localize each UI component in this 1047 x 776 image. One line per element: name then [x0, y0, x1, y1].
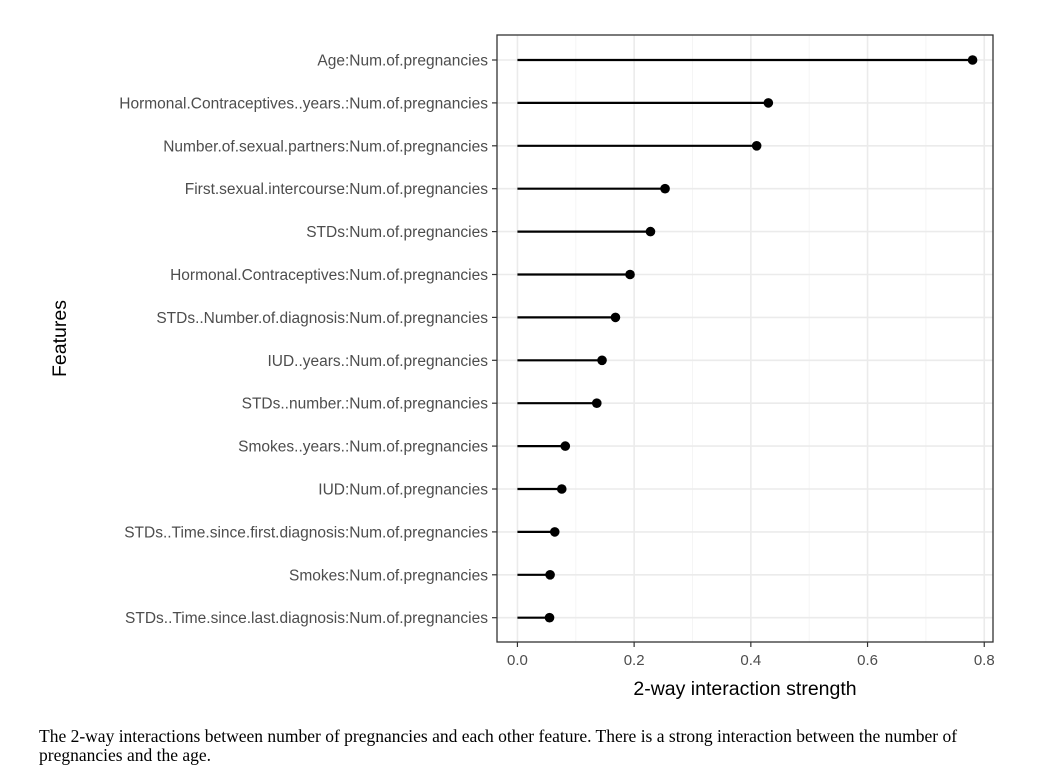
lollipop-point: [610, 312, 621, 323]
y-tick-label: IUD:Num.of.pregnancies: [318, 482, 488, 499]
y-tick-label: Smokes..years.:Num.of.pregnancies: [238, 439, 488, 456]
lollipop-point: [591, 398, 602, 409]
x-tick-label: 0.6: [857, 652, 878, 669]
lollipop-point: [560, 441, 571, 451]
x-tick-label: 0.0: [507, 652, 528, 669]
y-tick-label: Age:Num.of.pregnancies: [317, 53, 488, 70]
lollipop-marks: [517, 55, 978, 623]
y-tick-label: STDs..number.:Num.of.pregnancies: [242, 396, 489, 413]
y-tick-label: Number.of.sexual.partners:Num.of.pregnan…: [163, 138, 488, 155]
x-tick-label: 0.8: [974, 652, 995, 669]
axes: 0.0 0.2 0.4 0.6 0.8 Age:Num.of.pregnancies Hor…: [119, 53, 994, 670]
y-axis-title: Features: [49, 300, 71, 377]
panel-border: [496, 34, 994, 643]
y-tick-label: STDs..Time.since.first.diagnosis:Num.of.…: [124, 524, 488, 541]
y-tick-label: STDs..Number.of.diagnosis:Num.of.pregnan…: [156, 310, 488, 327]
lollipop-point: [751, 141, 762, 151]
y-tick-label: Hormonal.Contraceptives..years.:Num.of.p…: [119, 95, 488, 112]
y-tick-label: Smokes:Num.of.pregnancies: [289, 567, 488, 584]
interaction-strength-chart: 0.0 0.2 0.4 0.6 0.8 Age:Num.of.pregnancies Hor…: [49, 34, 995, 700]
y-tick-label: STDs:Num.of.pregnancies: [306, 224, 488, 241]
grid-lines: [497, 35, 993, 642]
x-tick-label: 0.2: [624, 652, 645, 669]
lollipop-point: [763, 98, 774, 108]
lollipop-point: [544, 612, 555, 623]
lollipop-point: [549, 527, 560, 537]
lollipop-point: [625, 269, 635, 280]
lollipop-point: [645, 226, 656, 237]
y-tick-label: IUD..years.:Num.of.pregnancies: [267, 353, 488, 370]
y-tick-label: STDs..Time.since.last.diagnosis:Num.of.p…: [125, 610, 488, 627]
lollipop-point: [545, 570, 555, 580]
y-tick-label: Hormonal.Contraceptives:Num.of.pregnanci…: [170, 267, 488, 284]
lollipop-point: [597, 355, 607, 366]
figure-caption: The 2-way interactions between number of…: [39, 726, 958, 765]
lollipop-point: [967, 55, 978, 65]
y-tick-label: First.sexual.intercourse:Num.of.pregnanc…: [185, 181, 488, 198]
lollipop-point: [660, 183, 670, 194]
x-tick-label: 0.4: [740, 652, 761, 669]
lollipop-point: [556, 484, 567, 494]
x-axis-title: 2-way interaction strength: [633, 678, 856, 700]
